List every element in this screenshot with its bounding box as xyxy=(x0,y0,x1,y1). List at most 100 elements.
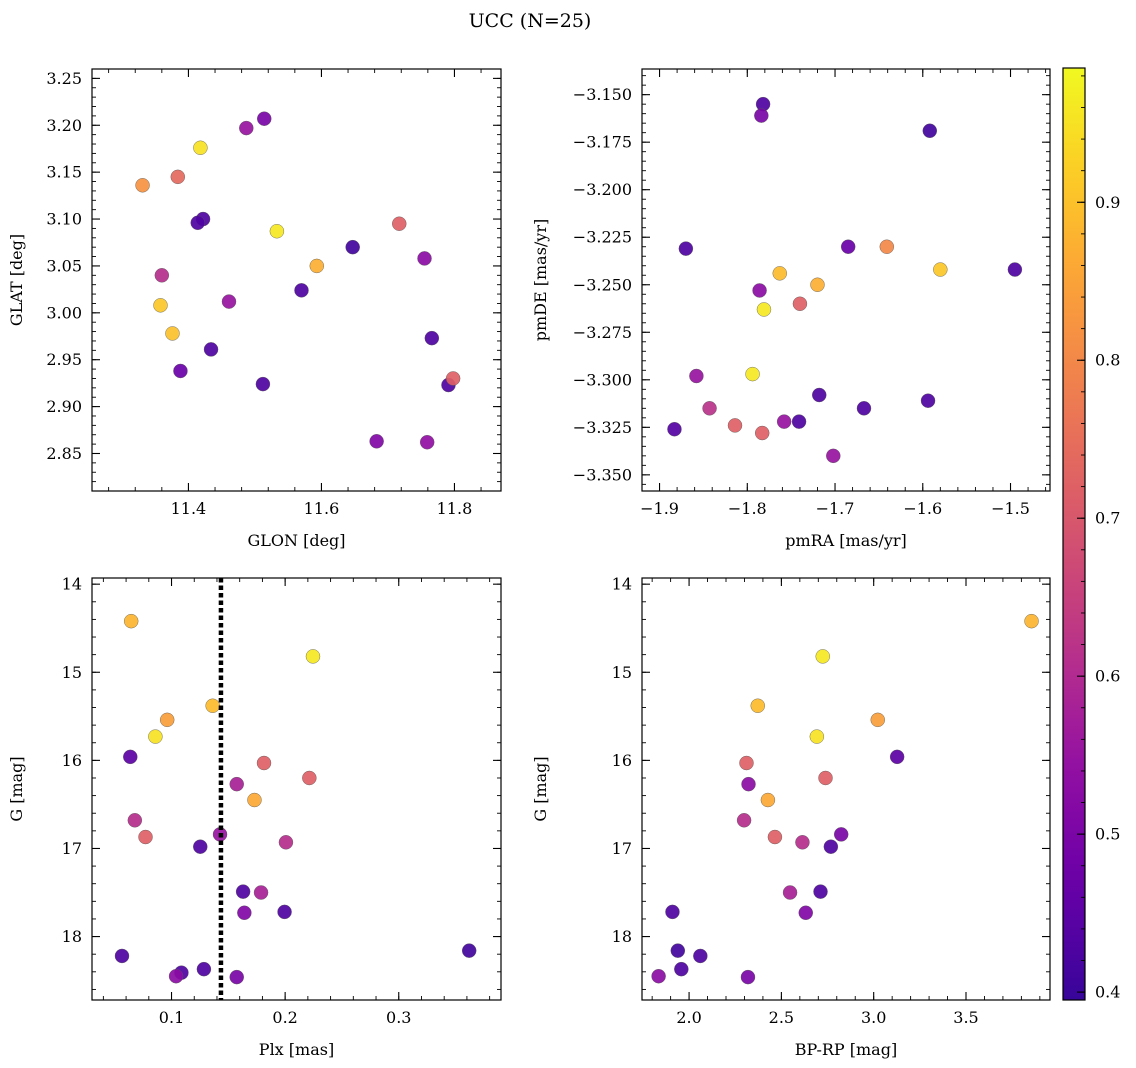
x-tick-label: 2.0 xyxy=(676,1008,701,1027)
scatter-point xyxy=(693,948,708,964)
y-tick-label: 14 xyxy=(62,575,82,594)
x-tick-label: −1.9 xyxy=(640,499,679,518)
scatter-point xyxy=(135,178,150,193)
y-tick-label: 18 xyxy=(612,927,632,946)
scatter-point xyxy=(445,371,461,386)
scatter-point xyxy=(795,835,810,850)
scatter-point xyxy=(257,111,272,126)
scatter-point xyxy=(160,712,175,728)
colorbar-tick-label: 0.8 xyxy=(1095,351,1120,370)
y-tick-label: 14 xyxy=(612,575,632,594)
scatter-point xyxy=(148,729,163,744)
x-axis-label: pmRA [mas/yr] xyxy=(785,531,907,550)
scatter-point xyxy=(665,904,680,920)
scatter-point xyxy=(741,776,756,792)
scatter-point xyxy=(740,969,756,985)
y-tick-label: −3.250 xyxy=(573,275,632,294)
axes-frame xyxy=(91,68,502,492)
scatter-point xyxy=(810,277,825,292)
y-tick-label: −3.325 xyxy=(573,418,632,437)
y-tick-label: 16 xyxy=(612,751,632,770)
scatter-point xyxy=(193,839,208,854)
colorbar-tick-label: 0.6 xyxy=(1095,667,1120,686)
scatter-point xyxy=(818,770,833,786)
scatter-point xyxy=(670,943,686,958)
scatter-point xyxy=(294,283,309,298)
x-tick-label: −1.5 xyxy=(991,499,1030,518)
y-tick-label: −3.350 xyxy=(573,465,632,484)
scatter-point xyxy=(739,755,754,771)
scatter-point xyxy=(826,448,841,464)
scatter-point xyxy=(277,904,292,920)
scatter-point xyxy=(776,414,792,429)
scatter-point xyxy=(123,749,138,765)
scatter-point xyxy=(702,401,717,416)
scatter-point xyxy=(813,884,828,899)
scatter-point xyxy=(256,755,272,771)
scatter-point xyxy=(767,829,783,845)
panel-4: 2.0 2.5 3.0 3.5 14 15 16 17 18 BP-RP [mag] G [mag] xyxy=(531,575,1051,1059)
scatter-point xyxy=(253,885,269,900)
x-tick-label: 11.4 xyxy=(171,499,207,518)
scatter-point xyxy=(856,401,872,416)
scatter-point xyxy=(255,376,271,392)
scatter-point xyxy=(879,239,894,254)
scatter-point xyxy=(755,425,770,441)
scatter-points xyxy=(651,613,1039,985)
scatter-point xyxy=(190,215,205,230)
scatter-point xyxy=(345,239,360,255)
scatter-point xyxy=(196,961,212,977)
figure-title: UCC (N=25) xyxy=(469,10,592,32)
scatter-point xyxy=(772,266,787,281)
y-tick-label: 17 xyxy=(62,839,82,858)
x-axis-label: BP-RP [mag] xyxy=(795,1040,897,1059)
scatter-point xyxy=(791,414,807,429)
scatter-point xyxy=(792,296,808,311)
scatter-point xyxy=(369,434,384,449)
scatter-points xyxy=(135,111,461,450)
axes-frame xyxy=(91,577,502,1001)
y-tick-label: −3.200 xyxy=(573,180,632,199)
y-tick-label: −3.150 xyxy=(573,85,632,104)
scatter-point xyxy=(1007,262,1023,277)
x-tick-label: 0.1 xyxy=(159,1008,184,1027)
y-tick-label: 3.25 xyxy=(46,69,82,88)
scatter-point xyxy=(123,613,139,629)
scatter-point xyxy=(309,258,324,274)
scatter-point xyxy=(419,435,435,450)
y-tick-label: 3.15 xyxy=(46,163,82,182)
x-axis-label: GLON [deg] xyxy=(247,531,345,550)
scatter-point xyxy=(237,905,252,920)
scatter-point xyxy=(278,835,294,850)
scatter-point xyxy=(754,108,769,123)
scatter-point xyxy=(424,330,440,346)
scatter-point xyxy=(870,712,885,728)
y-tick-label: 3.10 xyxy=(46,210,82,229)
y-tick-label: 15 xyxy=(62,663,82,682)
panels: 11.4 11.6 11.8 2.85 2.90 2.95 3.00 3.05 3.10 3.15… xyxy=(7,68,1051,1059)
panel-2: −1.9 −1.8 −1.7 −1.6 −1.5 −3.350 −3.325 −3.300 −3… xyxy=(531,68,1051,550)
scatter-point xyxy=(461,943,477,958)
scatter-point xyxy=(651,969,666,984)
y-tick-label: 15 xyxy=(612,663,632,682)
scatter-point xyxy=(840,239,856,254)
x-tick-label: 2.5 xyxy=(769,1008,794,1027)
scatter-point xyxy=(417,251,432,266)
x-tick-label: 0.3 xyxy=(386,1008,411,1027)
scatter-point xyxy=(889,749,905,765)
y-axis-label: pmDE [mas/yr] xyxy=(531,219,550,342)
y-axis-label: G [mag] xyxy=(531,756,550,821)
scatter-point xyxy=(239,120,254,136)
scatter-point xyxy=(229,969,244,985)
scatter-point xyxy=(269,224,285,239)
scatter-point xyxy=(834,827,849,842)
scatter-points xyxy=(667,96,1023,464)
scatter-point xyxy=(302,770,317,786)
scatter-point xyxy=(305,649,321,664)
y-tick-label: −3.275 xyxy=(573,323,632,342)
colorbar-tick-label: 0.7 xyxy=(1095,509,1120,528)
y-tick-label: 3.00 xyxy=(46,303,82,322)
scatter-point xyxy=(170,169,185,185)
scatter-point xyxy=(168,969,184,984)
scatter-point xyxy=(205,698,220,713)
